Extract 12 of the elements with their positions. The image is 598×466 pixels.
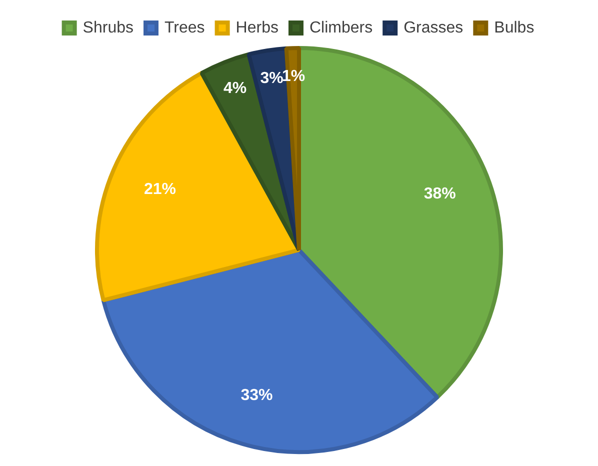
data-label: 38% xyxy=(424,186,456,203)
legend-label: Trees xyxy=(164,19,205,36)
legend-label: Bulbs xyxy=(494,19,534,36)
data-label: 4% xyxy=(223,80,247,97)
data-label: 33% xyxy=(240,386,273,404)
legend-label: Herbs xyxy=(236,19,278,36)
legend-label: Climbers xyxy=(309,19,373,36)
legend-label: Shrubs xyxy=(82,19,134,36)
data-label: 1% xyxy=(282,68,306,85)
legend-label: Grasses xyxy=(404,19,464,36)
data-label: 3% xyxy=(260,70,284,87)
data-label: 21% xyxy=(144,181,176,198)
